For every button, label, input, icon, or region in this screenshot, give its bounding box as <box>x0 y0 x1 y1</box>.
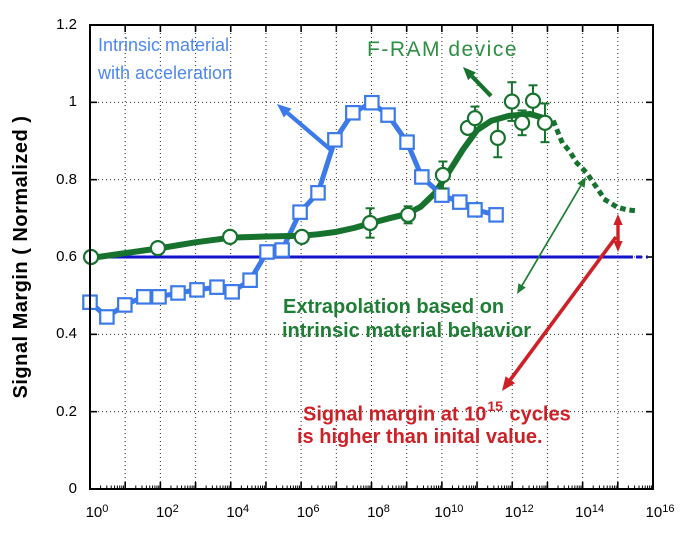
annotation-intrinsic-label-line1: Intrinsic material <box>98 35 230 55</box>
annotation-signal-note-line1: Signal margin at 1015 cycles <box>303 398 571 426</box>
y-tick-label: 0.2 <box>56 402 77 420</box>
y-tick-label: 0.4 <box>56 325 77 343</box>
y-tick-label: 1 <box>68 93 77 111</box>
y-tick-label: 0.8 <box>56 170 77 188</box>
x-tick-label: 100 <box>85 503 109 521</box>
signal-note-text: Signal margin at 10 <box>303 403 487 426</box>
x-tick-label: 1016 <box>645 503 675 521</box>
x-tick-label: 1012 <box>504 503 534 521</box>
intrinsic-series-markers <box>82 94 504 325</box>
annotation-signal-note-line2: is higher than inital value. <box>297 426 543 448</box>
y-tick-label: 0.6 <box>56 248 77 265</box>
annotation-extrapolation-note-line1: Extrapolation based on <box>283 296 505 318</box>
y-tick-label: 1.2 <box>56 16 77 33</box>
signal-note-exponent: 15 <box>487 398 503 414</box>
signal-note-text-tail: cycles <box>503 403 571 426</box>
x-tick-label: 102 <box>155 503 179 521</box>
x-tick-label: 1010 <box>434 503 464 521</box>
y-tick-label: 0 <box>68 480 77 497</box>
x-tick-label: 108 <box>367 503 390 521</box>
annotation-extrapolation-note-line2: intrinsic material behavior <box>282 320 531 342</box>
x-tick-label: 104 <box>226 503 250 521</box>
annotation-fram-label: F-RAM device <box>367 38 519 61</box>
fram-series-markers <box>82 92 554 266</box>
x-tick-label: 106 <box>296 503 320 521</box>
fram-series-line <box>87 110 549 262</box>
plot-border <box>89 24 654 490</box>
x-tick-label: 1014 <box>575 503 605 521</box>
annotation-intrinsic-label-line2: with acceleration <box>98 63 233 83</box>
extrapolation-dotted-line <box>550 119 641 214</box>
